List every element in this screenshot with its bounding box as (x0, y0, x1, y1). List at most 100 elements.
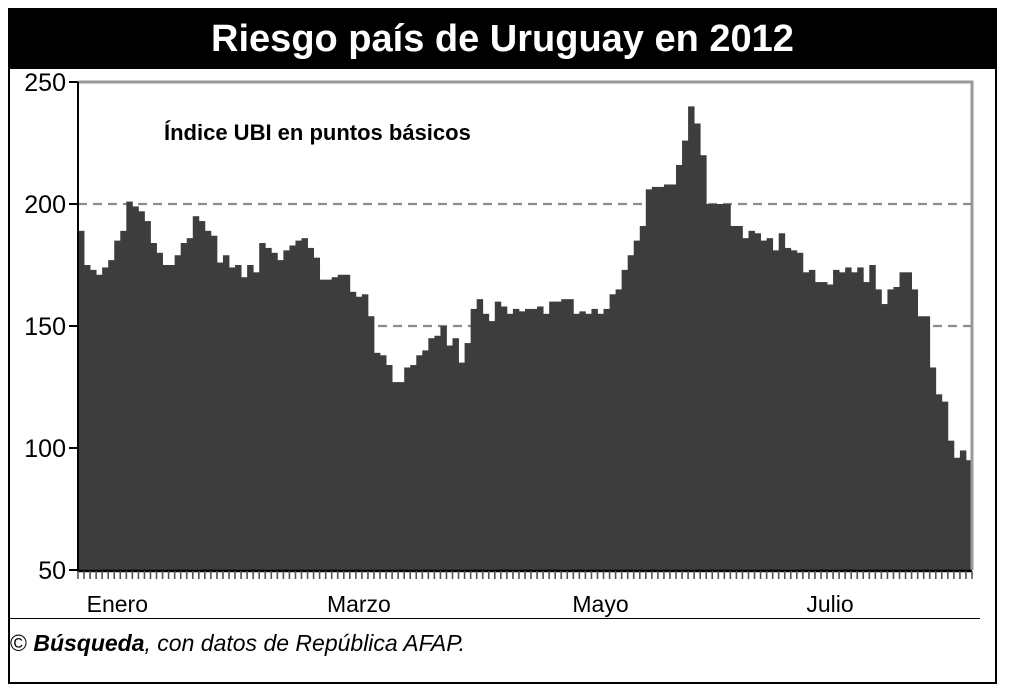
bar (222, 255, 230, 571)
bar (784, 247, 792, 571)
bar (470, 308, 478, 570)
bar (615, 289, 623, 570)
bar (887, 289, 894, 570)
y-tick-label: 150 (24, 313, 66, 341)
bar (555, 301, 562, 570)
bar (766, 238, 774, 570)
bar (319, 279, 327, 570)
bar (410, 365, 417, 570)
x-month-label: Julio (806, 591, 853, 617)
bar (265, 247, 272, 571)
chart-title: Riesgo país de Uruguay en 2012 (10, 10, 995, 69)
bar (283, 250, 290, 571)
bar (700, 155, 707, 570)
bar (156, 252, 163, 571)
y-axis: 50 100 150 200 250 (24, 69, 974, 585)
bar (567, 299, 574, 570)
bar (947, 440, 955, 570)
bar (337, 274, 345, 570)
x-month-label: Mayo (572, 591, 628, 617)
bar (706, 204, 713, 570)
chart-subtitle: Índice UBI en puntos básicos (164, 120, 471, 145)
bar (440, 326, 447, 570)
bar (712, 204, 719, 570)
bar (808, 269, 816, 570)
bar (754, 233, 761, 570)
bar (663, 184, 671, 571)
bar (796, 252, 804, 571)
bar (585, 313, 592, 570)
bar (84, 265, 91, 570)
bar (790, 250, 798, 571)
copyright-symbol: © (10, 630, 27, 656)
bar (367, 316, 375, 570)
bar (814, 282, 822, 570)
bar (633, 240, 641, 570)
bar (325, 279, 333, 570)
bar (446, 345, 453, 570)
bar (893, 286, 900, 570)
bar (102, 267, 109, 570)
bar (380, 355, 387, 570)
bar (953, 457, 961, 570)
source-brand: Búsqueda (33, 630, 145, 656)
bar (428, 338, 435, 570)
bar (271, 252, 278, 571)
bar (833, 269, 840, 570)
bar (295, 240, 302, 570)
bar (138, 211, 145, 570)
bar (247, 265, 254, 570)
bar (361, 294, 369, 570)
bar (603, 308, 610, 570)
bar (90, 269, 97, 570)
bar (210, 235, 218, 570)
bar (506, 313, 514, 570)
bar (204, 230, 212, 570)
bar (645, 189, 653, 571)
bar (162, 265, 170, 570)
bar (929, 367, 937, 570)
bar (857, 267, 864, 570)
bar (881, 304, 888, 570)
y-tick-label: 200 (24, 191, 66, 219)
bar (694, 123, 701, 570)
bar (911, 289, 919, 570)
bar (851, 272, 858, 570)
y-tick-label: 100 (24, 435, 66, 463)
bar (827, 284, 834, 570)
footer-divider (8, 618, 980, 619)
bar (609, 294, 617, 570)
bar (144, 221, 151, 570)
bar (869, 265, 876, 570)
bar (78, 230, 85, 570)
bar (682, 140, 689, 570)
bar (120, 230, 127, 570)
bar (355, 296, 363, 570)
bar (669, 184, 677, 571)
bar (180, 243, 188, 571)
bar (525, 308, 532, 570)
bar (108, 260, 115, 570)
bar (718, 204, 725, 570)
bar (313, 257, 321, 570)
bar (965, 460, 973, 570)
bar (820, 282, 828, 570)
bar (839, 272, 846, 570)
bar (482, 313, 490, 570)
bar (150, 243, 157, 571)
bar (579, 311, 586, 570)
bar (198, 221, 206, 570)
y-tick-label: 250 (24, 69, 66, 97)
bar (941, 401, 949, 570)
bar (518, 311, 526, 570)
bar (905, 272, 912, 570)
bar (688, 106, 695, 571)
bar (917, 316, 925, 570)
bar (458, 362, 465, 570)
bar (398, 382, 405, 570)
bar (512, 308, 520, 570)
x-month-label: Marzo (327, 591, 391, 617)
bar (386, 365, 393, 570)
bar (531, 308, 538, 570)
bar (778, 233, 786, 570)
